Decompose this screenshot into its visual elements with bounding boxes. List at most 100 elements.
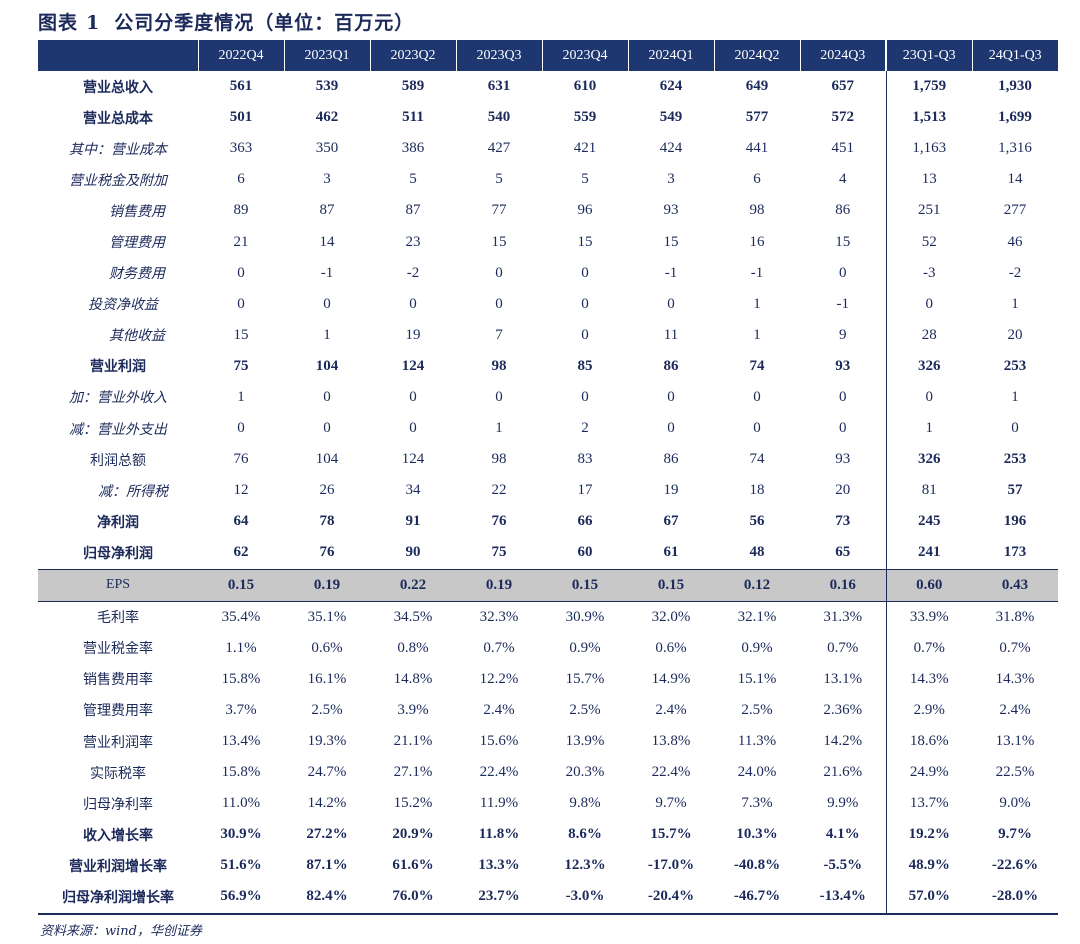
table-cell: -28.0% <box>972 881 1058 915</box>
table-cell: -13.4% <box>800 881 886 915</box>
table-cell: 11.9% <box>479 795 519 812</box>
table-cell: 104 <box>315 357 339 374</box>
table-row: 营业税金及附加 6 3 5 5 5 3 6 4 13 14 <box>38 164 1058 196</box>
table-cell: 577 <box>745 109 769 126</box>
row-label: 毛利率 <box>97 610 139 627</box>
table-cell: 52 <box>885 226 972 258</box>
table-cell: 0 <box>409 420 417 437</box>
header-cell: 23Q1-Q3 <box>885 40 972 71</box>
table-cell: 98 <box>491 451 507 468</box>
table-cell: 14 <box>1007 171 1023 188</box>
table-cell: 93 <box>835 451 851 468</box>
table-cell: 76 <box>491 513 507 530</box>
table-cell: 253 <box>1003 451 1027 468</box>
table-cell: 32.3% <box>479 608 519 625</box>
table-cell: 51.6% <box>220 857 262 874</box>
row-label: 实际税率 <box>90 765 146 782</box>
table-row: 利润总额 76 104 124 98 83 86 74 93 326 253 <box>38 444 1058 476</box>
table-row: 营业总收入 561 539 589 631 610 624 649 657 1,759 1,930 <box>38 71 1058 103</box>
row-label: EPS <box>38 568 198 602</box>
table-cell: 13.8% <box>651 733 691 750</box>
header-cell: 24Q1-Q3 <box>971 40 1058 71</box>
header-cell <box>38 40 198 71</box>
table-cell: 13.3% <box>478 857 520 874</box>
table-cell: 2.5% <box>569 701 601 718</box>
table-cell: 33.9% <box>885 601 972 633</box>
table-cell: 4 <box>839 171 847 188</box>
table-row: 归母净利率 11.0% 14.2% 15.2% 11.9% 9.8% 9.7% 7.3% 9.9… <box>38 788 1058 820</box>
table-cell: 0 <box>667 388 675 405</box>
row-label: 营业利润 <box>90 359 146 376</box>
table-cell: 24.0% <box>737 764 777 781</box>
table-cell: 16 <box>749 233 765 250</box>
table-cell: -2 <box>1008 264 1022 281</box>
table-cell: 96 <box>577 202 593 219</box>
row-label: 利润总额 <box>90 452 146 469</box>
table-row: 加：营业外收入 1 0 0 0 0 0 0 0 0 1 <box>38 381 1058 414</box>
table-cell: 15 <box>663 233 679 250</box>
table-cell: 15 <box>491 233 507 250</box>
table-cell: 75 <box>233 357 249 374</box>
table-cell: -1 <box>320 264 334 281</box>
table-cell: 46 <box>1007 233 1023 250</box>
table-cell: 1 <box>1011 388 1019 405</box>
table-cell: 7 <box>495 326 503 343</box>
table-cell: 196 <box>1003 513 1027 530</box>
table-cell: 20.3% <box>565 764 605 781</box>
table-cell: 30.9% <box>220 826 262 843</box>
table-cell: 0 <box>581 295 589 312</box>
table-cell: 511 <box>402 109 424 126</box>
table-cell: 1 <box>753 326 761 343</box>
table-cell: 9.7% <box>998 826 1032 843</box>
table-cell: 13 <box>885 164 972 196</box>
table-cell: 67 <box>663 513 679 530</box>
row-label: 营业税金率 <box>83 641 153 658</box>
table-cell: 14.3% <box>885 663 972 695</box>
table-cell: 6 <box>753 171 761 188</box>
table-cell: 14.8% <box>393 670 433 687</box>
table-cell: 2.9% <box>885 694 972 726</box>
table-cell: 2.4% <box>655 701 687 718</box>
table-cell: 1 <box>1011 295 1019 312</box>
table-row: 营业利润 75 104 124 98 85 86 74 93 326 253 <box>38 350 1058 382</box>
row-label: 管理费用率 <box>83 703 153 720</box>
table-cell: 15.8% <box>221 670 261 687</box>
row-label: 营业总收入 <box>83 79 153 96</box>
table-row: 营业利润率 13.4% 19.3% 21.1% 15.6% 13.9% 13.8% 11.3%… <box>38 725 1058 758</box>
table-cell: 11 <box>663 326 679 343</box>
table-cell: 78 <box>319 513 335 530</box>
row-label: 归母净利润增长率 <box>38 881 198 915</box>
row-label: 其中：营业成本 <box>69 141 167 158</box>
table-cell: 9.0% <box>999 795 1031 812</box>
table-cell: 75 <box>491 544 507 561</box>
row-label: 营业税金及附加 <box>69 172 167 189</box>
table-cell: 0.22 <box>370 568 456 602</box>
table-cell: -3 <box>885 257 972 289</box>
table-cell: 9.8% <box>569 795 601 812</box>
table-cell: 1 <box>753 295 761 312</box>
table-cell: 9 <box>839 326 847 343</box>
table-cell: 87 <box>405 202 421 219</box>
table-cell: 0.15 <box>542 568 628 602</box>
table-cell: 31.8% <box>995 608 1035 625</box>
row-label: 收入增长率 <box>83 827 153 844</box>
table-row: 其他收益 15 1 19 7 0 11 1 9 28 20 <box>38 319 1058 351</box>
header-cell: 2024Q1 <box>627 40 714 71</box>
table-cell: 0 <box>237 295 245 312</box>
table-cell: 0.12 <box>714 568 800 602</box>
table-cell: 3.7% <box>225 701 257 718</box>
table-cell: 2.4% <box>483 701 515 718</box>
table-cell: 26 <box>319 482 335 499</box>
table-cell: 657 <box>831 78 855 95</box>
table-cell: 13.9% <box>565 733 605 750</box>
table-cell: 424 <box>659 140 683 157</box>
table-cell: 631 <box>487 78 511 95</box>
table-cell: 15.7% <box>565 670 605 687</box>
row-label: 其他收益 <box>109 328 165 345</box>
table-cell: 0.7% <box>827 639 859 656</box>
table-cell: 549 <box>659 109 683 126</box>
table-cell: 15.2% <box>393 795 433 812</box>
table-cell: 427 <box>487 140 511 157</box>
table-cell: 24.7% <box>307 764 347 781</box>
row-label: 销售费用 <box>109 203 165 220</box>
